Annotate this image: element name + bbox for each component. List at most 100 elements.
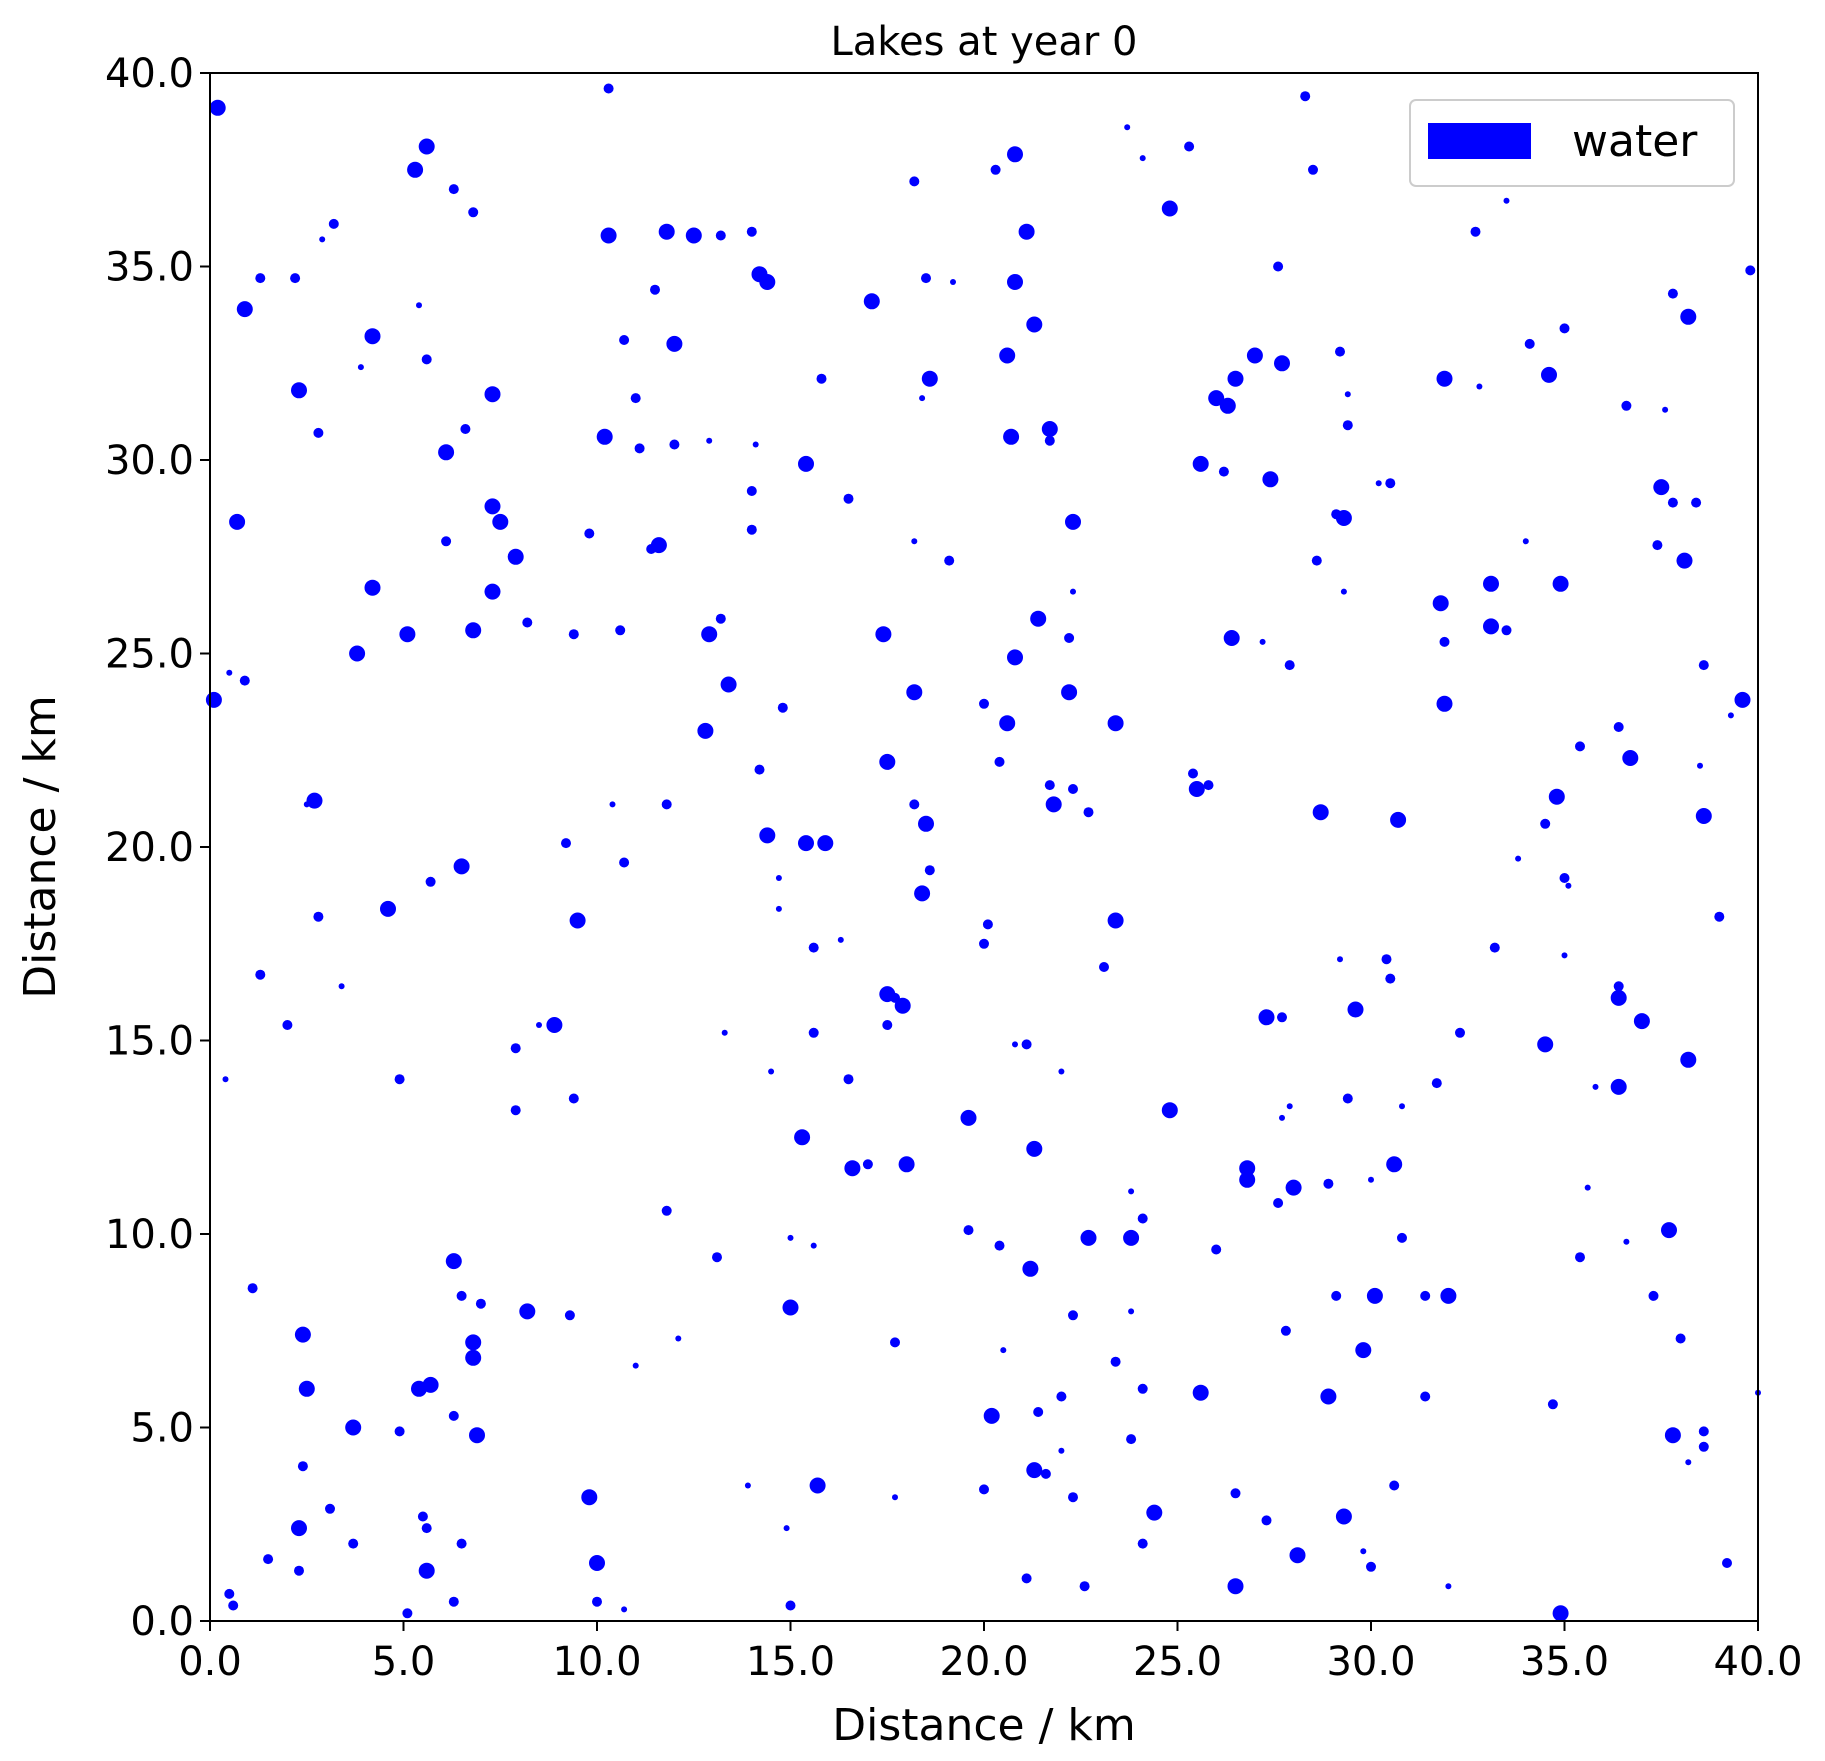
x-axis-label: Distance / km [832,1700,1136,1751]
lake-point [1308,164,1318,175]
lake-point [909,176,920,187]
lake-point [1559,873,1570,883]
lake-point [721,1029,728,1036]
lake-point [1273,1198,1284,1208]
lake-point [465,1349,482,1366]
lake-point [1065,513,1081,530]
lake-point [290,273,301,284]
lake-point [1227,370,1244,387]
lake-point [1445,1583,1452,1590]
lake-point [1385,478,1396,489]
lake-point [349,645,366,662]
lake-point [1026,1462,1043,1479]
lake-point [1522,538,1529,545]
lake-point [979,698,989,709]
lake-point [1068,1492,1078,1503]
lake-point [239,675,250,686]
lake-point [1188,768,1198,779]
lake-point [325,1503,335,1514]
lake-point [1064,633,1075,643]
lake-point [1697,762,1703,769]
lake-point [303,801,310,808]
lake-point [697,722,714,739]
lake-point [615,625,626,636]
lake-point [1000,1347,1007,1354]
lake-point [1613,722,1624,732]
lake-point [1552,1605,1569,1622]
lake-point [507,548,524,565]
x-tick-label: 40.0 [1713,1639,1802,1685]
lake-point [759,827,776,844]
lake-point [236,301,253,318]
lake-point [399,626,416,643]
lake-point [418,138,435,155]
lake-point [492,513,509,530]
lake-point [1483,575,1499,592]
lake-point [1680,308,1697,325]
lake-point [1337,956,1343,963]
x-tick-label: 15.0 [746,1639,835,1685]
lake-point [1083,807,1094,818]
lake-point [621,1606,628,1613]
lake-point [1126,1434,1137,1445]
lake-point [1161,200,1178,217]
lake-point [1698,1441,1709,1452]
lake-point [380,900,396,917]
lake-point [1342,420,1353,431]
lake-point [1246,347,1263,364]
lake-point [1390,811,1407,828]
lake-point [1667,497,1678,508]
lake-point [1018,223,1035,240]
lake-point [1714,911,1725,922]
lake-point [843,493,854,504]
lake-point [1389,1480,1400,1491]
lake-point [421,1523,432,1534]
lake-point [882,1020,893,1030]
lake-point [1128,1188,1135,1195]
y-tick-label: 5.0 [130,1406,194,1452]
lake-point [911,538,918,545]
lake-point [1079,1581,1090,1592]
legend: water [1409,99,1735,187]
lake-point [746,524,757,535]
lake-point [1662,406,1669,413]
lake-point [1230,1488,1241,1499]
lake-point [1420,1391,1431,1402]
lake-point [890,1337,900,1348]
lake-point [1592,1083,1599,1090]
lake-point [263,1554,274,1565]
lake-point [345,1419,362,1436]
lake-point [1239,1160,1256,1177]
x-tick-label: 35.0 [1520,1639,1609,1685]
lake-point [1470,226,1481,237]
lake-point [1610,1078,1627,1095]
lake-point [445,1253,462,1270]
lake-point [746,486,757,496]
lake-point [1344,391,1351,398]
lake-point [1124,124,1131,131]
lake-point [522,617,533,628]
lake-point [1386,1156,1403,1173]
lake-point [255,273,266,284]
lake-point [1745,265,1756,276]
lake-point [1259,638,1266,645]
lake-point [313,911,324,922]
lake-point [1203,780,1214,791]
lake-point [1030,610,1047,627]
lake-point [685,227,702,244]
lake-point [1335,346,1345,357]
y-tick-label: 20.0 [105,825,194,871]
lake-point [1561,952,1568,959]
lake-point [1286,1103,1293,1110]
lake-point [328,218,339,229]
lake-point [752,441,759,448]
lake-point [255,969,266,980]
lake-point [1161,1102,1178,1119]
lake-point [1192,1384,1209,1401]
lake-point [798,835,814,852]
lake-point [536,1022,542,1028]
lake-point [999,715,1016,732]
lake-point [775,905,782,912]
lake-point [1258,1009,1275,1026]
lake-point [1007,274,1023,290]
